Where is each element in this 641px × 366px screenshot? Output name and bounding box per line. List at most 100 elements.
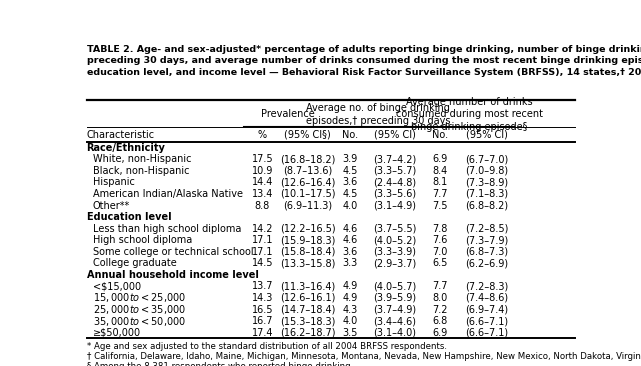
Text: (3.3–5.7): (3.3–5.7) bbox=[374, 166, 417, 176]
Text: ≥$50,000: ≥$50,000 bbox=[92, 328, 140, 338]
Text: 7.6: 7.6 bbox=[433, 235, 448, 245]
Text: (13.3–15.8): (13.3–15.8) bbox=[280, 258, 335, 268]
Text: 3.6: 3.6 bbox=[342, 178, 358, 187]
Text: 7.7: 7.7 bbox=[433, 281, 448, 291]
Text: (6.2–6.9): (6.2–6.9) bbox=[465, 258, 508, 268]
Text: (2.4–4.8): (2.4–4.8) bbox=[374, 178, 417, 187]
Text: 4.6: 4.6 bbox=[342, 224, 358, 234]
Text: (3.7–5.5): (3.7–5.5) bbox=[374, 224, 417, 234]
Text: (3.3–3.9): (3.3–3.9) bbox=[374, 247, 417, 257]
Text: American Indian/Alaska Native: American Indian/Alaska Native bbox=[92, 189, 242, 199]
Text: (6.8–8.2): (6.8–8.2) bbox=[465, 201, 508, 210]
Text: Hispanic: Hispanic bbox=[92, 178, 135, 187]
Text: (3.9–5.9): (3.9–5.9) bbox=[374, 293, 417, 303]
Text: 16.7: 16.7 bbox=[252, 316, 273, 326]
Text: (7.3–8.9): (7.3–8.9) bbox=[465, 178, 508, 187]
Text: 17.4: 17.4 bbox=[252, 328, 273, 338]
Text: 7.5: 7.5 bbox=[433, 201, 448, 210]
Text: 7.2: 7.2 bbox=[433, 305, 448, 314]
Text: Race/Ethnicity: Race/Ethnicity bbox=[87, 143, 165, 153]
Text: (10.1–17.5): (10.1–17.5) bbox=[280, 189, 335, 199]
Text: (6.9–7.4): (6.9–7.4) bbox=[465, 305, 508, 314]
Text: (6.6–7.1): (6.6–7.1) bbox=[465, 328, 508, 338]
Text: (95% CI): (95% CI) bbox=[374, 130, 416, 140]
Text: (15.3–18.3): (15.3–18.3) bbox=[280, 316, 335, 326]
Text: (6.8–7.3): (6.8–7.3) bbox=[465, 247, 508, 257]
Text: 17.1: 17.1 bbox=[252, 247, 273, 257]
Text: 4.0: 4.0 bbox=[342, 201, 358, 210]
Text: $15,000 to <$25,000: $15,000 to <$25,000 bbox=[92, 291, 186, 305]
Text: 8.0: 8.0 bbox=[433, 293, 448, 303]
Text: (11.3–16.4): (11.3–16.4) bbox=[280, 281, 335, 291]
Text: No.: No. bbox=[342, 130, 358, 140]
Text: (12.6–16.4): (12.6–16.4) bbox=[280, 178, 335, 187]
Text: (16.8–18.2): (16.8–18.2) bbox=[280, 154, 335, 164]
Text: 16.5: 16.5 bbox=[252, 305, 273, 314]
Text: (7.2–8.5): (7.2–8.5) bbox=[465, 224, 508, 234]
Text: 4.5: 4.5 bbox=[342, 189, 358, 199]
Text: 4.0: 4.0 bbox=[342, 316, 358, 326]
Text: 8.1: 8.1 bbox=[433, 178, 448, 187]
Text: College graduate: College graduate bbox=[92, 258, 176, 268]
Text: 7.8: 7.8 bbox=[433, 224, 448, 234]
Text: (15.9–18.3): (15.9–18.3) bbox=[280, 235, 335, 245]
Text: (7.4–8.6): (7.4–8.6) bbox=[465, 293, 508, 303]
Text: (4.0–5.2): (4.0–5.2) bbox=[374, 235, 417, 245]
Text: 4.5: 4.5 bbox=[342, 166, 358, 176]
Text: (14.7–18.4): (14.7–18.4) bbox=[280, 305, 335, 314]
Text: (12.6–16.1): (12.6–16.1) bbox=[280, 293, 335, 303]
Text: Other**: Other** bbox=[92, 201, 129, 210]
Text: $35,000 to <$50,000: $35,000 to <$50,000 bbox=[92, 315, 186, 328]
Text: 14.5: 14.5 bbox=[252, 258, 273, 268]
Text: 6.9: 6.9 bbox=[433, 328, 448, 338]
Text: Average number of drinks
consumed during most recent
binge drinking episode§: Average number of drinks consumed during… bbox=[395, 97, 542, 132]
Text: 4.9: 4.9 bbox=[342, 281, 358, 291]
Text: 4.3: 4.3 bbox=[342, 305, 358, 314]
Text: Some college or technical school: Some college or technical school bbox=[92, 247, 253, 257]
Text: 14.2: 14.2 bbox=[252, 224, 273, 234]
Text: (6.9–11.3): (6.9–11.3) bbox=[283, 201, 332, 210]
Text: 14.3: 14.3 bbox=[252, 293, 273, 303]
Text: (2.9–3.7): (2.9–3.7) bbox=[374, 258, 417, 268]
Text: $25,000 to <$35,000: $25,000 to <$35,000 bbox=[92, 303, 186, 316]
Text: White, non-Hispanic: White, non-Hispanic bbox=[92, 154, 191, 164]
Text: (7.3–7.9): (7.3–7.9) bbox=[465, 235, 508, 245]
Text: (4.0–5.7): (4.0–5.7) bbox=[374, 281, 417, 291]
Text: Average no. of binge drinking
episodes,† preceding 30 days: Average no. of binge drinking episodes,†… bbox=[306, 103, 451, 126]
Text: (3.4–4.6): (3.4–4.6) bbox=[374, 316, 417, 326]
Text: 8.8: 8.8 bbox=[255, 201, 270, 210]
Text: %: % bbox=[258, 130, 267, 140]
Text: 3.3: 3.3 bbox=[342, 258, 358, 268]
Text: † California, Delaware, Idaho, Maine, Michigan, Minnesota, Montana, Nevada, New : † California, Delaware, Idaho, Maine, Mi… bbox=[87, 352, 641, 361]
Text: 7.7: 7.7 bbox=[433, 189, 448, 199]
Text: (95% CI§): (95% CI§) bbox=[284, 130, 331, 140]
Text: TABLE 2. Age- and sex-adjusted* percentage of adults reporting binge drinking, n: TABLE 2. Age- and sex-adjusted* percenta… bbox=[87, 45, 641, 76]
Text: (7.0–9.8): (7.0–9.8) bbox=[465, 166, 508, 176]
Text: (3.7–4.2): (3.7–4.2) bbox=[374, 154, 417, 164]
Text: 6.9: 6.9 bbox=[433, 154, 448, 164]
Text: High school diploma: High school diploma bbox=[92, 235, 192, 245]
Text: 17.5: 17.5 bbox=[252, 154, 273, 164]
Text: 17.1: 17.1 bbox=[252, 235, 273, 245]
Text: 10.9: 10.9 bbox=[252, 166, 273, 176]
Text: Annual household income level: Annual household income level bbox=[87, 270, 258, 280]
Text: 3.5: 3.5 bbox=[342, 328, 358, 338]
Text: 6.5: 6.5 bbox=[433, 258, 448, 268]
Text: Education level: Education level bbox=[87, 212, 171, 222]
Text: (6.6–7.1): (6.6–7.1) bbox=[465, 316, 508, 326]
Text: 14.4: 14.4 bbox=[252, 178, 273, 187]
Text: (12.2–16.5): (12.2–16.5) bbox=[280, 224, 335, 234]
Text: 13.4: 13.4 bbox=[252, 189, 273, 199]
Text: (7.2–8.3): (7.2–8.3) bbox=[465, 281, 508, 291]
Text: (3.7–4.9): (3.7–4.9) bbox=[374, 305, 417, 314]
Text: (7.1–8.3): (7.1–8.3) bbox=[465, 189, 508, 199]
Text: (6.7–7.0): (6.7–7.0) bbox=[465, 154, 508, 164]
Text: 4.6: 4.6 bbox=[342, 235, 358, 245]
Text: No.: No. bbox=[432, 130, 448, 140]
Text: (15.8–18.4): (15.8–18.4) bbox=[280, 247, 335, 257]
Text: * Age and sex adjusted to the standard distribution of all 2004 BRFSS respondent: * Age and sex adjusted to the standard d… bbox=[87, 342, 447, 351]
Text: Less than high school diploma: Less than high school diploma bbox=[92, 224, 241, 234]
Text: Prevalence: Prevalence bbox=[261, 109, 315, 119]
Text: 8.4: 8.4 bbox=[433, 166, 448, 176]
Text: (8.7–13.6): (8.7–13.6) bbox=[283, 166, 332, 176]
